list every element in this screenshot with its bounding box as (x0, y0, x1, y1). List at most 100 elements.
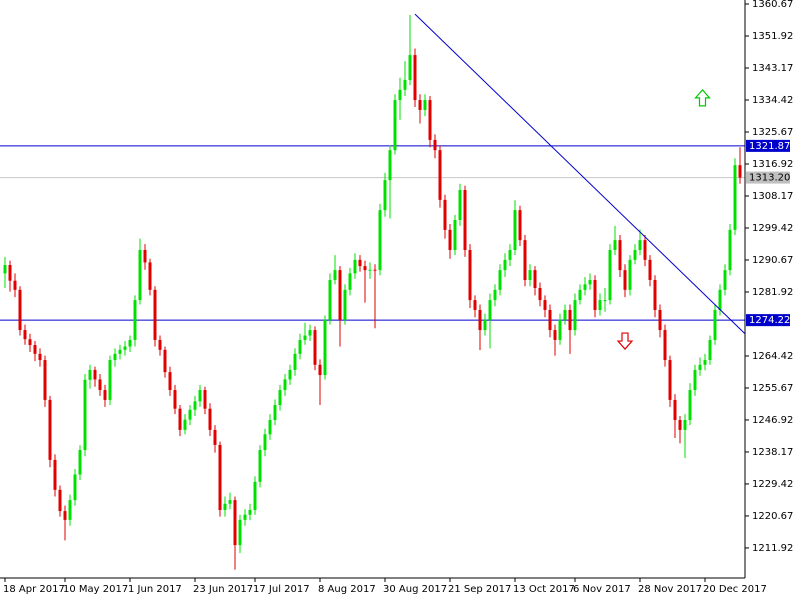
candle-body (123, 346, 127, 350)
candle-body (288, 369, 292, 380)
candle-body (708, 339, 712, 361)
candle-body (338, 270, 342, 320)
candle-body (703, 360, 707, 365)
x-tick-label: 17 Jul 2017 (253, 584, 310, 595)
candle-body (348, 273, 352, 290)
level-label: 1321.87 (749, 141, 790, 152)
level-label-box (746, 314, 790, 327)
candle-body (153, 289, 157, 340)
candle-body (13, 280, 17, 290)
candle-body (83, 379, 87, 451)
candle-body (688, 390, 692, 421)
candle-body (258, 450, 262, 482)
candle-body (728, 229, 732, 271)
candle-body (333, 270, 337, 280)
y-tick-label: 1211.92 (752, 543, 793, 554)
candle-body (228, 500, 232, 504)
candle-body (273, 405, 277, 421)
candle-body (478, 309, 482, 331)
candle-body (438, 150, 442, 200)
y-tick-label: 1290.67 (752, 255, 793, 266)
candle-body (223, 503, 227, 510)
candle-body (503, 259, 507, 271)
candle-body (28, 339, 32, 346)
candle-body (173, 390, 177, 409)
candle-body (118, 349, 122, 354)
candle-body (473, 300, 477, 310)
x-tick-label: 20 Dec 2017 (703, 584, 767, 595)
level-label: 1274.22 (749, 315, 790, 326)
candle-body (398, 89, 402, 101)
y-tick-label: 1299.42 (752, 223, 793, 234)
candle-body (53, 459, 57, 490)
candle-body (93, 369, 97, 380)
candle-body (508, 249, 512, 260)
candle-body (283, 379, 287, 391)
y-tick-label: 1308.17 (752, 191, 793, 202)
candle-body (653, 279, 657, 310)
candle-body (713, 309, 717, 340)
candle-body (558, 319, 562, 340)
candle-body (313, 330, 317, 365)
y-tick-label: 1229.42 (752, 479, 793, 490)
candle-body (573, 300, 577, 331)
y-tick-label: 1238.17 (752, 447, 793, 458)
candle-body (363, 266, 367, 271)
candle-body (58, 489, 62, 512)
candle-body (183, 419, 187, 430)
candle-body (613, 240, 617, 250)
candle-body (88, 369, 92, 380)
candle-body (108, 360, 112, 400)
candle-body (23, 330, 27, 340)
candle-body (528, 270, 532, 280)
x-tick-label: 18 Apr 2017 (3, 584, 65, 595)
y-tick-label: 1316.92 (752, 159, 793, 170)
candle-body (673, 399, 677, 421)
candle-body (298, 339, 302, 354)
candle-body (163, 349, 167, 373)
candle-body (318, 364, 322, 376)
candle-body (158, 339, 162, 350)
candle-body (308, 330, 312, 336)
y-tick-label: 1351.92 (752, 31, 793, 42)
candle-body (198, 390, 202, 402)
y-tick-label: 1360.67 (752, 0, 793, 10)
candle-body (643, 240, 647, 260)
candle-body (128, 339, 132, 347)
candle-body (598, 300, 602, 310)
candle-body (303, 335, 307, 340)
x-tick-label: 23 Jun 2017 (193, 584, 253, 595)
x-tick-label: 8 Aug 2017 (318, 584, 376, 595)
candle-body (418, 100, 422, 110)
candle-body (263, 434, 267, 451)
candle-body (443, 199, 447, 230)
candle-body (243, 514, 247, 520)
candle-body (63, 511, 67, 520)
y-tick-label: 1220.67 (752, 511, 793, 522)
candle-body (523, 240, 527, 280)
level-label: 1313.20 (749, 173, 790, 184)
candle-body (648, 259, 652, 280)
candle-body (423, 100, 427, 110)
candle-body (718, 289, 722, 310)
candle-body (143, 249, 147, 263)
candle-body (488, 300, 492, 320)
candle-body (608, 249, 612, 301)
candle-body (48, 399, 52, 460)
candle-body (38, 353, 42, 361)
candle-body (693, 369, 697, 391)
candle-body (238, 519, 242, 546)
x-tick-label: 1 Jun 2017 (128, 584, 182, 595)
candle-body (78, 450, 82, 475)
candle-body (518, 210, 522, 241)
candle-body (453, 220, 457, 250)
candle-body (343, 289, 347, 320)
y-tick-label: 1334.42 (752, 95, 793, 106)
candle-body (723, 270, 727, 290)
y-tick-label: 1281.92 (752, 287, 793, 298)
candle-body (663, 330, 667, 361)
candle-body (378, 210, 382, 271)
y-tick-label: 1343.17 (752, 63, 793, 74)
candle-body (533, 270, 537, 289)
